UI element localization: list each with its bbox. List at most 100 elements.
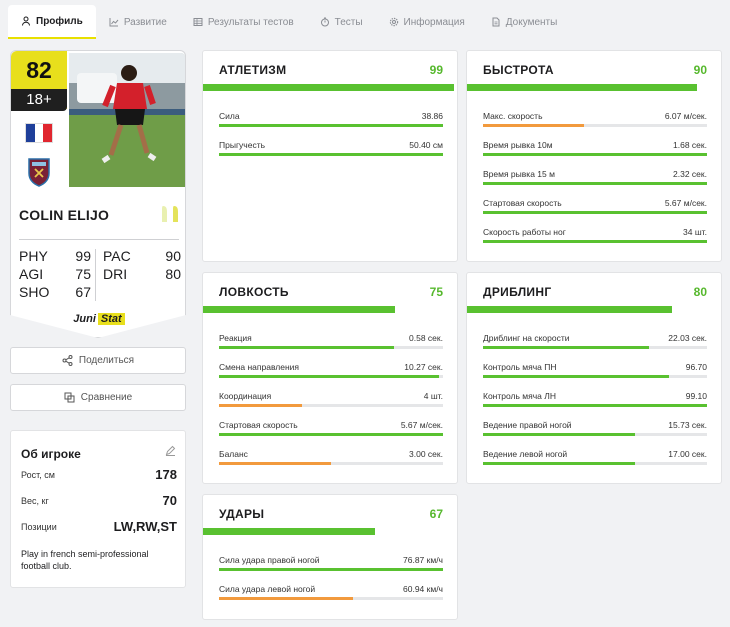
- about-player-panel: Об игроке Рост, см 178 Вес, кг 70 Позици…: [10, 430, 186, 588]
- metric-value: 5.67 м/сек.: [664, 198, 707, 208]
- tab-test-results[interactable]: Результаты тестов: [180, 7, 307, 37]
- metric-value: 99.10: [685, 391, 707, 401]
- agility-panel: ЛОВКОСТЬ 75 Реакция 0.58 сек. Смена направле…: [202, 272, 458, 484]
- panel-score-bar: [203, 306, 395, 313]
- metric-label: Контроль мяча ПН: [483, 362, 557, 372]
- metric-track: [219, 346, 443, 349]
- tab-information[interactable]: Информация: [376, 7, 478, 37]
- about-value: 70: [162, 493, 177, 508]
- metric-track: [483, 182, 707, 185]
- panel-title: УДАРЫ: [219, 507, 265, 521]
- panel-score: 80: [693, 285, 707, 299]
- stat-key: PHY: [19, 248, 48, 264]
- metric-label: Макс. скорость: [483, 111, 543, 121]
- compare-button[interactable]: Сравнение: [10, 384, 186, 411]
- edit-pencil-icon[interactable]: [165, 445, 176, 456]
- metric-bar: [219, 153, 443, 156]
- metric-track: [483, 240, 707, 243]
- metric-track: [483, 346, 707, 349]
- tab-label: Профиль: [36, 15, 83, 27]
- france-flag-icon: [25, 123, 53, 143]
- metric-value: 4 шт.: [423, 391, 443, 401]
- metric-value: 1.68 сек.: [673, 140, 707, 150]
- metric-value: 17.00 сек.: [668, 449, 707, 459]
- metric-row: Скорость работы ног 34 шт.: [483, 227, 707, 245]
- metric-bar: [483, 375, 669, 378]
- metric-label: Время рывка 10м: [483, 140, 553, 150]
- panel-title: БЫСТРОТА: [483, 63, 554, 77]
- panel-title: ДРИБЛИНГ: [483, 285, 552, 299]
- metric-label: Сила удара правой ногой: [219, 555, 320, 565]
- tab-tests[interactable]: Тесты: [307, 7, 376, 37]
- metric-label: Время рывка 15 м: [483, 169, 555, 179]
- about-row-positions: Позиции LW,RW,ST: [21, 519, 177, 534]
- tab-development[interactable]: Развитие: [96, 7, 180, 37]
- table-icon: [193, 18, 203, 26]
- stat-key: SHO: [19, 284, 50, 300]
- share-icon: [62, 355, 73, 366]
- metric-bar: [483, 346, 649, 349]
- metric-row: Стартовая скорость 5.67 м/сек.: [219, 420, 443, 438]
- metric-row: Контроль мяча ПН 96.70: [483, 362, 707, 380]
- metric-track: [483, 375, 707, 378]
- metric-bar: [219, 124, 443, 127]
- about-description: Play in french semi-professional footbal…: [21, 549, 149, 571]
- metric-row: Контроль мяча ЛН 99.10: [483, 391, 707, 409]
- card-divider: [19, 239, 179, 240]
- metric-row: Стартовая скорость 5.67 м/сек.: [483, 198, 707, 216]
- player-name: COLIN ELIJO: [19, 207, 110, 223]
- metric-value: 60.94 км/ч: [403, 584, 443, 594]
- metric-row: Дриблинг на скорости 22.03 сек.: [483, 333, 707, 351]
- stat-row: PHY 99 PAC 90: [19, 247, 181, 265]
- metric-bar: [219, 404, 302, 407]
- metric-row: Сила удара левой ногой 60.94 км/ч: [219, 584, 443, 602]
- stat-value: 90: [165, 248, 181, 264]
- metric-value: 34 шт.: [683, 227, 707, 237]
- metric-value: 0.58 сек.: [409, 333, 443, 343]
- player-photo: [69, 53, 185, 187]
- metric-row: Время рывка 15 м 2.32 сек.: [483, 169, 707, 187]
- panel-score: 67: [429, 507, 443, 521]
- metric-value: 2.32 сек.: [673, 169, 707, 179]
- panel-score-bar: [203, 84, 454, 91]
- metric-value: 50.40 см: [409, 140, 443, 150]
- tab-documents[interactable]: Документы: [478, 7, 571, 37]
- compare-label: Сравнение: [80, 392, 133, 403]
- metric-bar: [483, 153, 707, 156]
- metric-label: Ведение правой ногой: [483, 420, 572, 430]
- metric-label: Сила: [219, 111, 240, 121]
- gear-icon: [389, 17, 398, 27]
- athletic-panel: АТЛЕТИЗМ 99 Сила 38.86 Прыгучесть 50.40 см: [202, 50, 458, 262]
- metric-row: Ведение правой ногой 15.73 сек.: [483, 420, 707, 438]
- panel-score-bar: [203, 528, 375, 535]
- brand-juni: Juni: [73, 313, 96, 325]
- metric-bar: [483, 404, 707, 407]
- metric-track: [219, 404, 443, 407]
- metric-row: Смена направления 10.27 сек.: [219, 362, 443, 380]
- tab-label: Тесты: [334, 16, 363, 28]
- metric-bar: [219, 375, 439, 378]
- metric-bar: [219, 346, 394, 349]
- boots-icon: [162, 206, 178, 222]
- panel-score: 75: [429, 285, 443, 299]
- metric-bar: [483, 211, 707, 214]
- metric-value: 6.07 м/сек.: [664, 111, 707, 121]
- tab-profile[interactable]: Профиль: [8, 5, 96, 39]
- about-value: LW,RW,ST: [113, 519, 177, 534]
- junistat-logo: Juni Stat: [11, 313, 186, 325]
- metric-bar: [483, 240, 707, 243]
- share-button[interactable]: Поделиться: [10, 347, 186, 374]
- stat-value: 67: [75, 284, 91, 300]
- metric-label: Смена направления: [219, 362, 300, 372]
- metric-bar: [483, 124, 584, 127]
- metric-row: Реакция 0.58 сек.: [219, 333, 443, 351]
- metric-value: 76.87 км/ч: [403, 555, 443, 565]
- panel-title: ЛОВКОСТЬ: [219, 285, 289, 299]
- metric-track: [219, 568, 443, 571]
- stat-value: 99: [75, 248, 91, 264]
- metric-track: [483, 433, 707, 436]
- tab-label: Информация: [403, 16, 465, 28]
- metric-row: Координация 4 шт.: [219, 391, 443, 409]
- panel-score: 99: [429, 63, 443, 77]
